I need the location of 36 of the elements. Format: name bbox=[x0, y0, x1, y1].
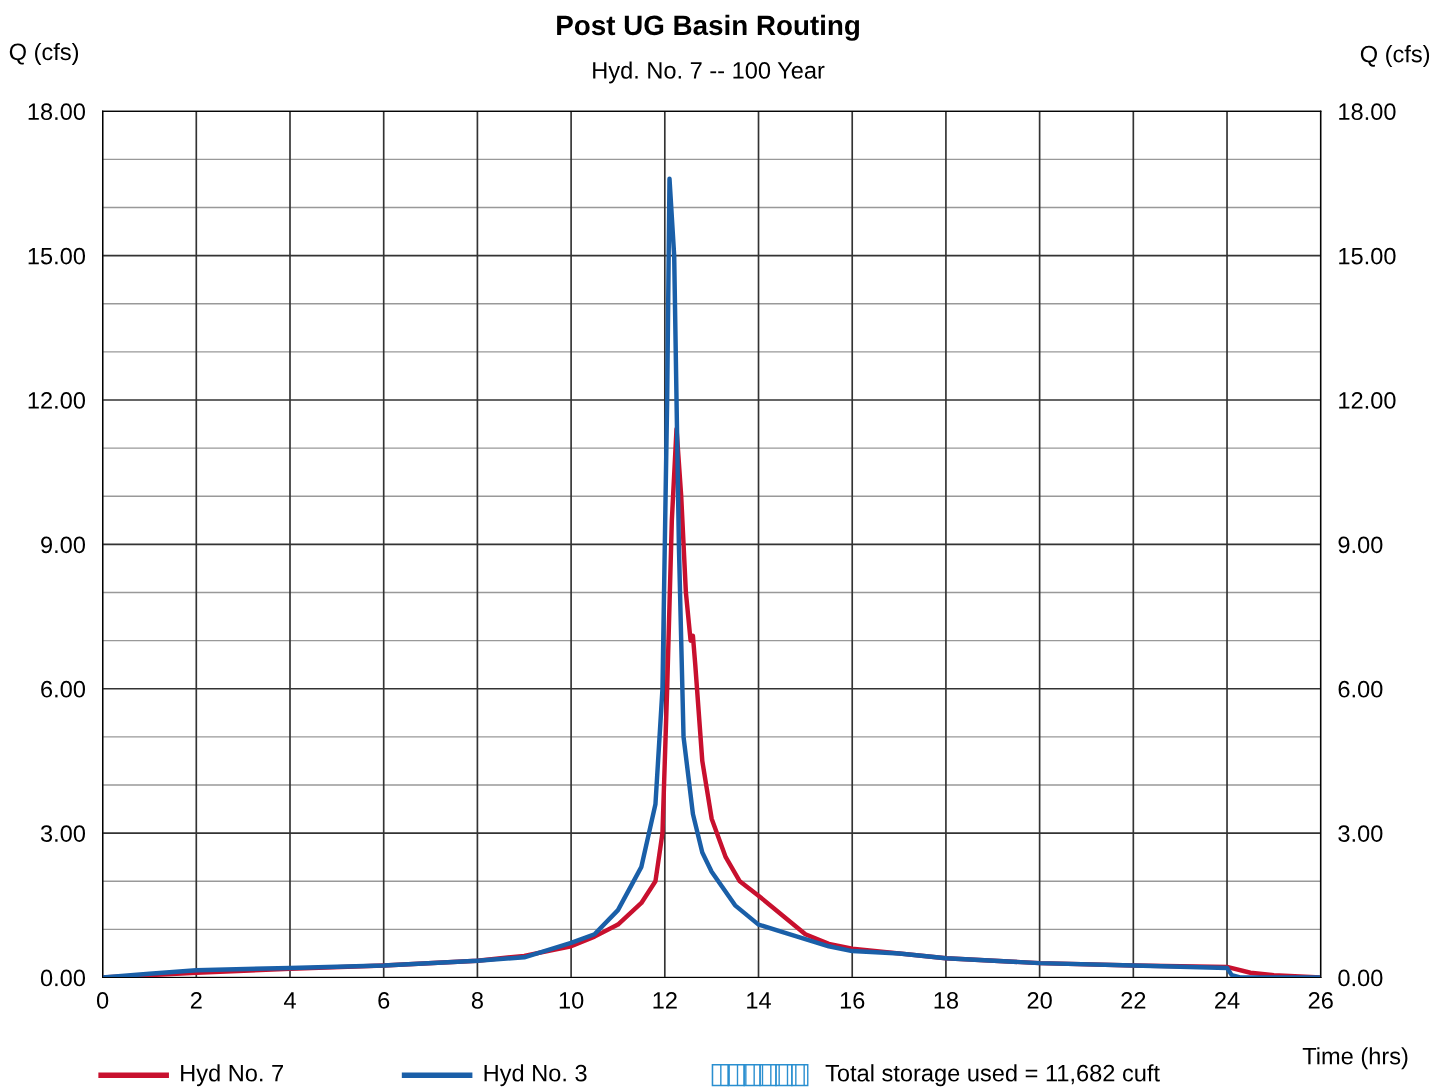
y-tick-label: 3.00 bbox=[40, 825, 86, 842]
x-tick-label: 26 bbox=[1308, 992, 1333, 1009]
y2-tick-label: 12.00 bbox=[1339, 392, 1396, 409]
y-tick-label: 6.00 bbox=[41, 680, 86, 698]
x-tick-label: 18 bbox=[934, 992, 959, 1009]
x-tick-label: 4 bbox=[283, 992, 296, 1009]
y2-tick-label: 15.00 bbox=[1339, 247, 1396, 265]
x-tick-label: 6 bbox=[378, 992, 390, 1009]
text: Total storage used = 11,682 cuft bbox=[825, 1064, 1160, 1087]
x-tick-label: 8 bbox=[471, 992, 483, 1009]
x-tick-label: 12 bbox=[653, 992, 677, 1009]
x-axis-title: Time (hrs) bbox=[1302, 1047, 1408, 1070]
y-tick-label: 15.00 bbox=[28, 247, 86, 265]
y2-tick-label: 0.00 bbox=[1338, 969, 1383, 987]
x-tick-label: 22 bbox=[1121, 992, 1146, 1009]
y2-axis-title: Q (cfs) bbox=[1360, 45, 1430, 68]
chart-title: Post UG Basin Routing bbox=[557, 14, 859, 41]
x-tick-label: 10 bbox=[559, 992, 584, 1009]
chart-subtitle: Hyd. No. 7 -- 100 Year bbox=[593, 61, 825, 84]
x-tick-label: 14 bbox=[747, 992, 771, 1009]
y-tick-label: 9.00 bbox=[41, 536, 86, 554]
y-tick-label: 18.00 bbox=[28, 103, 86, 121]
y2-tick-label: 6.00 bbox=[1338, 680, 1383, 698]
x-tick-label: 20 bbox=[1027, 992, 1052, 1009]
legend-label: Hyd No. 7 bbox=[181, 1064, 283, 1087]
legend-label: Hyd No. 3 bbox=[484, 1064, 587, 1087]
y2-tick-label: 3.00 bbox=[1338, 825, 1383, 842]
y2-tick-label: 9.00 bbox=[1338, 536, 1383, 554]
y-tick-label: 12.00 bbox=[28, 392, 86, 409]
y2-tick-label: 18.00 bbox=[1339, 103, 1396, 121]
y-tick-label: 0.00 bbox=[40, 969, 86, 987]
y-axis-title: Q (cfs) bbox=[9, 42, 79, 65]
x-tick-label: 24 bbox=[1215, 992, 1240, 1009]
x-tick-label: 0 bbox=[96, 992, 109, 1009]
x-tick-label: 16 bbox=[840, 992, 865, 1009]
x-tick-label: 2 bbox=[190, 992, 202, 1009]
